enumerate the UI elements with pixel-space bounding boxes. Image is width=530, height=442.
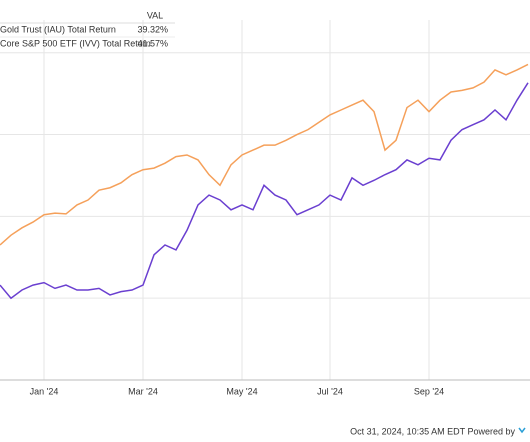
legend-header: VAL — [147, 10, 163, 20]
line-series — [0, 82, 529, 300]
legend-value: 39.32% — [137, 24, 168, 34]
legend-value: 41.57% — [137, 38, 168, 48]
x-tick-label: Jul '24 — [317, 386, 343, 396]
x-tick-label: Mar '24 — [128, 386, 158, 396]
x-tick-label: Jan '24 — [30, 386, 59, 396]
x-tick-label: Sep '24 — [414, 386, 444, 396]
legend-label: Gold Trust (IAU) Total Return — [0, 24, 116, 34]
logo — [518, 427, 526, 434]
x-tick-label: May '24 — [226, 386, 257, 396]
legend-label: Core S&P 500 ETF (IVV) Total Return — [0, 38, 151, 48]
footer: Oct 31, 2024, 10:35 AM EDT Powered by — [350, 426, 515, 436]
line-series — [0, 63, 529, 246]
